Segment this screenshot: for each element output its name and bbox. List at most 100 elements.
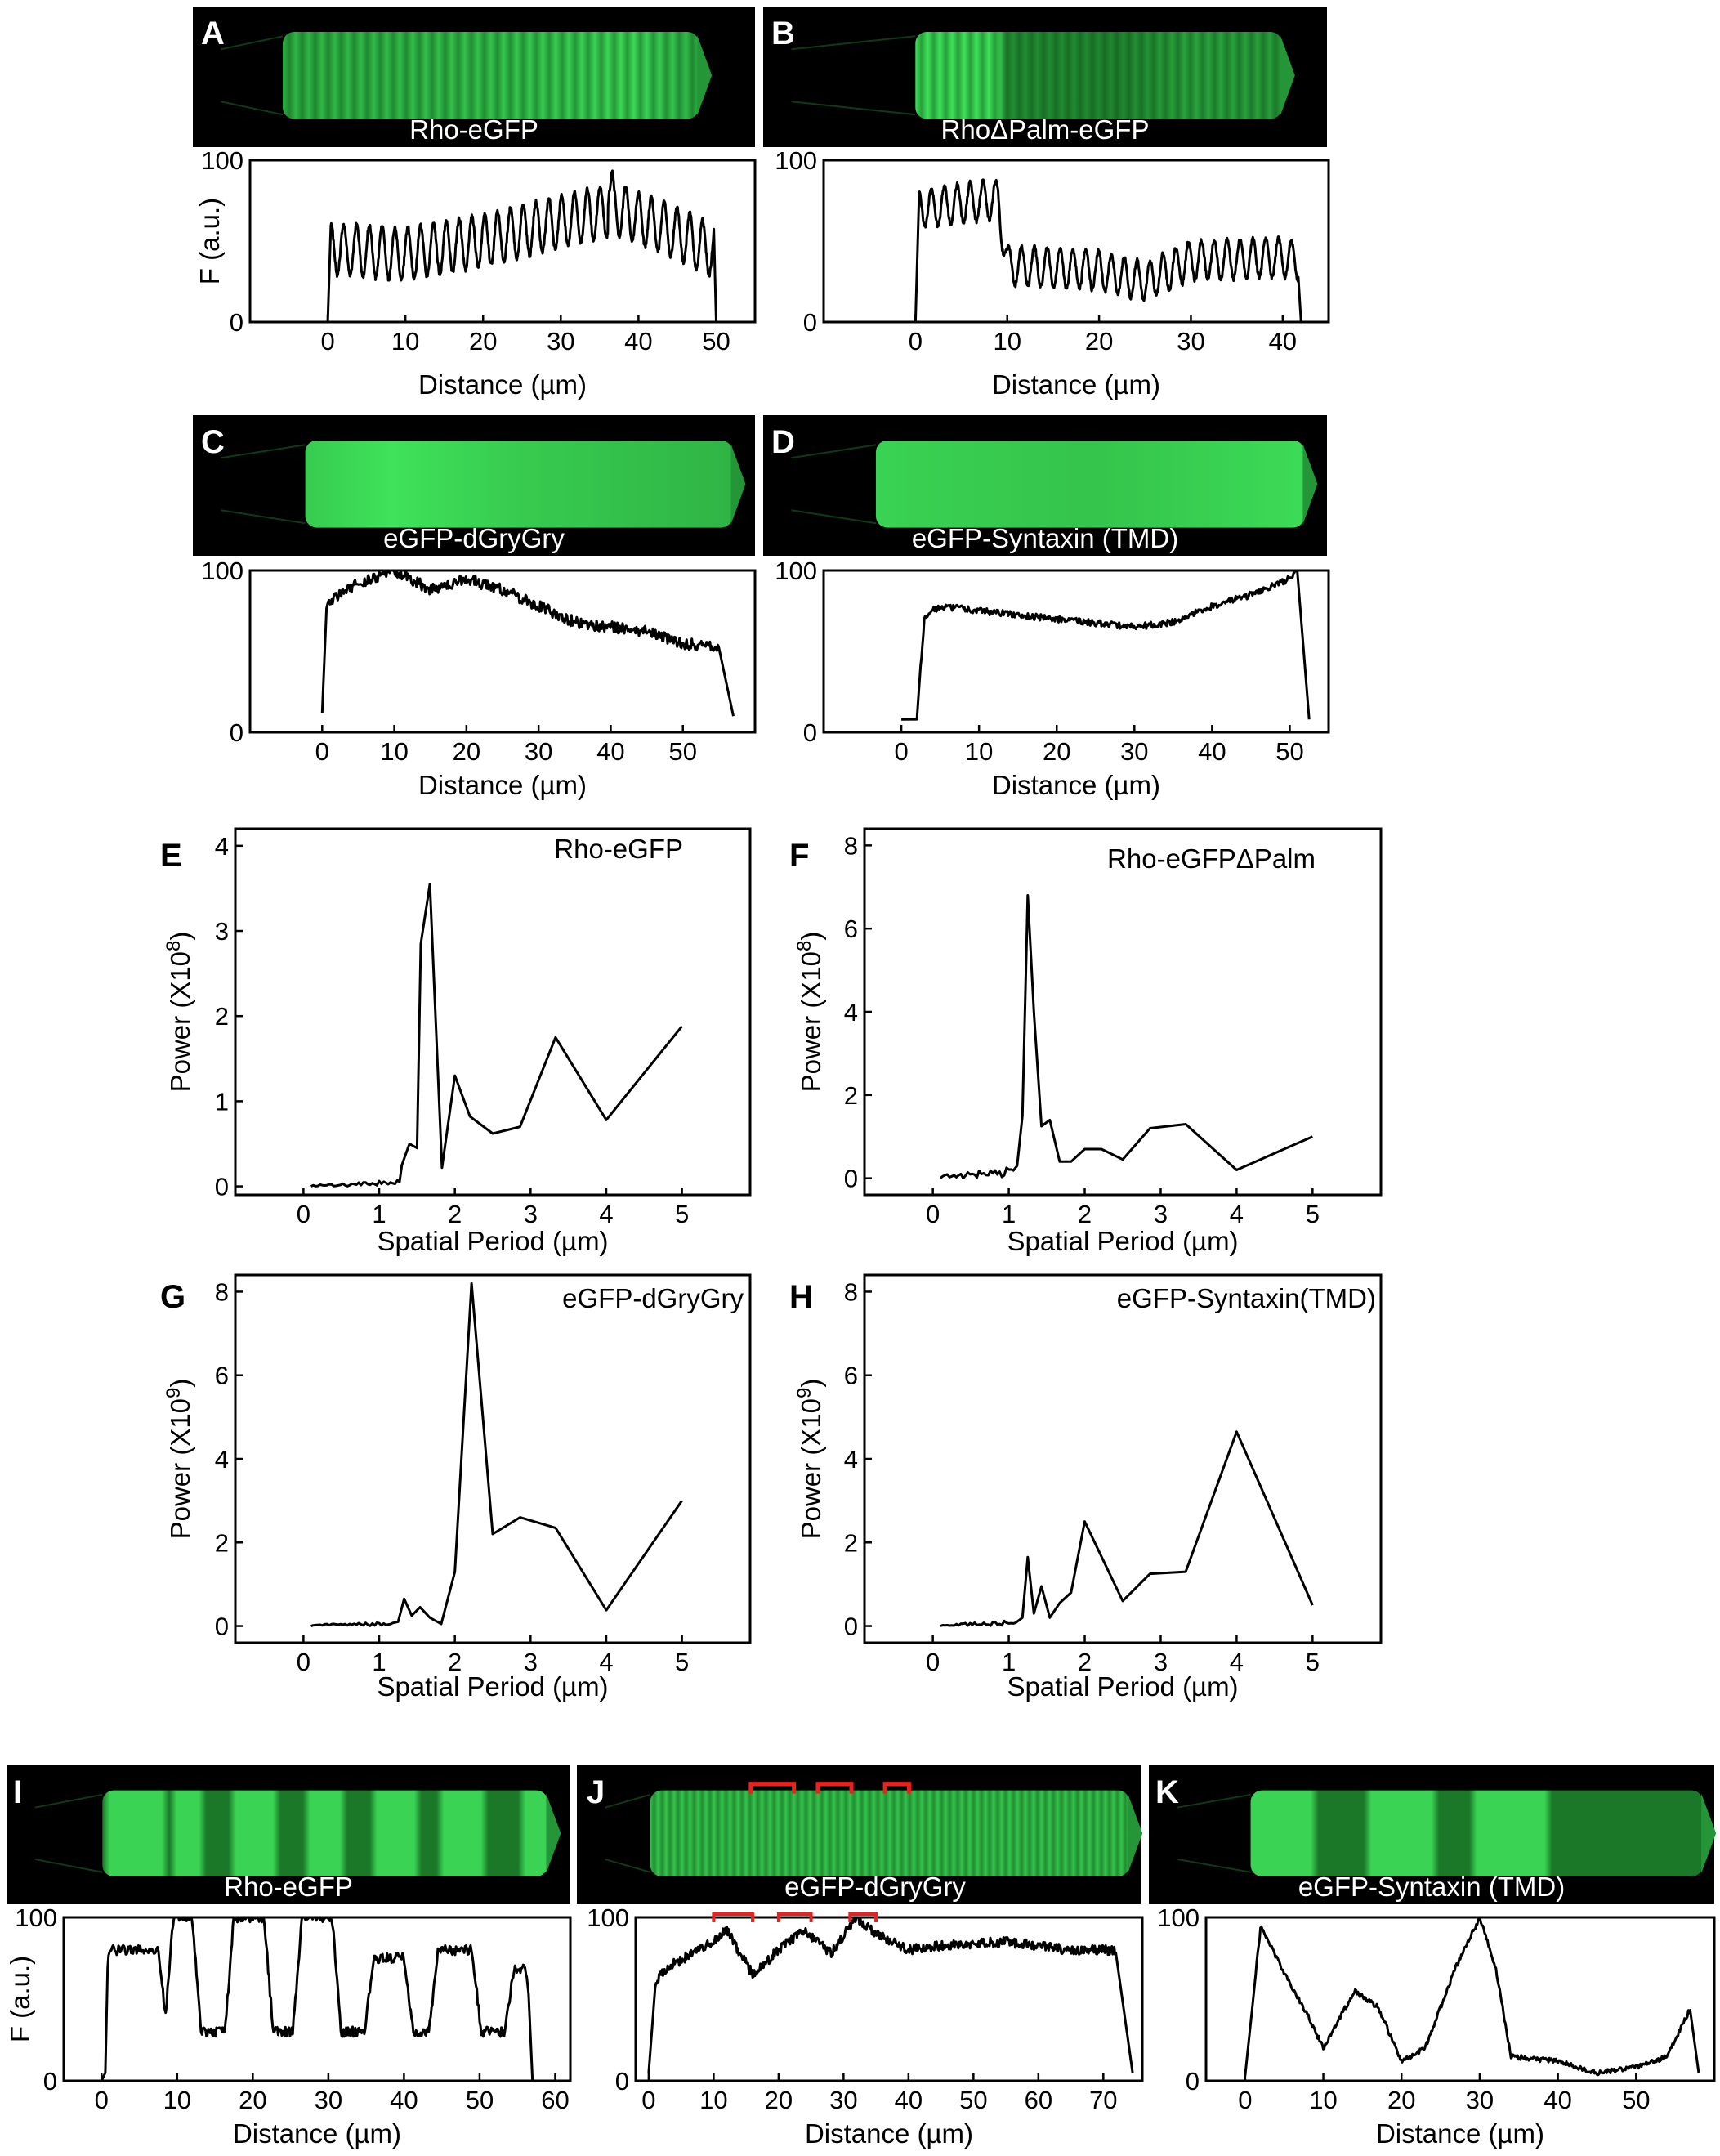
x-tick-label: 4: [599, 1200, 613, 1228]
y-tick-label: 4: [215, 1445, 229, 1474]
plot-frame: [634, 1916, 1144, 2082]
x-tick-label: 50: [1275, 737, 1303, 766]
data-series-line: [100, 1916, 534, 2082]
x-tick-label: 5: [1306, 1200, 1320, 1228]
x-tick-label: 30: [315, 2086, 342, 2114]
x-tick-label: 0: [926, 1648, 940, 1676]
x-axis-label: Distance (µm): [805, 2118, 973, 2149]
x-tick-label: 40: [1269, 327, 1297, 356]
x-tick-label: 40: [596, 737, 624, 766]
y-axis-label: Power (X108): [163, 932, 195, 1093]
x-tick-label: 50: [702, 327, 730, 356]
x-tick-label: 30: [547, 327, 574, 356]
fluorescent-cell: [1250, 1790, 1704, 1876]
x-tick-label: 0: [1238, 2086, 1252, 2114]
period-bracket: [776, 1912, 813, 1922]
x-tick-label: 10: [993, 327, 1021, 356]
x-tick-label: 10: [965, 737, 993, 766]
cell-tip: [1302, 443, 1318, 525]
x-tick-label: 4: [1230, 1648, 1244, 1676]
x-tick-label: 40: [895, 2086, 923, 2114]
x-tick-label: 50: [959, 2086, 987, 2114]
x-tick-label: 3: [1154, 1648, 1168, 1676]
fluorescent-cell: [876, 440, 1305, 528]
cell-outline: [221, 444, 306, 525]
x-tick-label: 30: [829, 2086, 857, 2114]
y-tick-label: 4: [844, 998, 858, 1027]
period-bracket: [712, 1912, 755, 1922]
panel-letter: C: [201, 424, 225, 460]
y-tick-label: 0: [844, 1613, 858, 1641]
plot-frame: [248, 569, 757, 734]
micrograph-label: eGFP-Syntaxin (TMD): [912, 523, 1178, 553]
micrograph-label: eGFP-dGryGry: [383, 523, 565, 553]
data-series-line: [310, 883, 683, 1188]
micrograph-label: Rho-eGFP: [409, 114, 538, 145]
x-tick-label: 5: [675, 1200, 689, 1228]
cell-tip: [546, 1793, 561, 1873]
y-tick-label: 0: [215, 1613, 229, 1641]
y-tick-label: 1: [215, 1087, 229, 1116]
cell-tip: [1128, 1793, 1143, 1873]
y-tick-label: 4: [215, 832, 229, 861]
data-series-line: [939, 894, 1314, 1180]
micrograph-label: eGFP-dGryGry: [784, 1872, 966, 1902]
x-tick-label: 30: [1120, 737, 1148, 766]
x-tick-label: 0: [926, 1200, 940, 1228]
x-tick-label: 1: [372, 1648, 386, 1676]
micrograph-label: eGFP-Syntaxin (TMD): [1298, 1872, 1565, 1902]
x-tick-label: 0: [641, 2086, 655, 2114]
fluorescent-cell: [283, 31, 699, 119]
panel-letter: J: [587, 1774, 605, 1810]
data-series-line: [940, 1430, 1314, 1627]
x-tick-label: 60: [541, 2086, 569, 2114]
x-tick-label: 20: [453, 737, 480, 766]
plot-frame: [62, 1916, 572, 2082]
data-series-line: [326, 169, 717, 323]
panel-letter: E: [160, 838, 182, 874]
panel-k: eGFP-Syntaxin (TMD) 0 10 20 30 40 50 0 100 Distan…: [1149, 1765, 1717, 2149]
y-tick-label: 100: [201, 146, 243, 175]
data-series-line: [320, 569, 735, 717]
cell-tip: [1280, 34, 1295, 116]
x-axis-label: Spatial Period (µm): [1007, 1671, 1238, 1702]
panel-letter: A: [201, 16, 225, 51]
chart-title: eGFP-dGryGry: [562, 1283, 744, 1313]
x-axis-label: Distance (µm): [418, 369, 587, 400]
x-tick-label: 20: [1387, 2086, 1415, 2114]
panel-letter: G: [160, 1279, 185, 1315]
x-tick-label: 30: [1177, 327, 1204, 356]
x-tick-label: 0: [320, 327, 334, 356]
fluorescent-cell: [650, 1790, 1130, 1876]
y-tick-label: 100: [15, 1903, 57, 1932]
x-tick-label: 0: [297, 1200, 310, 1228]
x-axis-label: Distance (µm): [1376, 2118, 1544, 2149]
x-tick-label: 3: [1154, 1200, 1168, 1228]
y-tick-label: 8: [215, 1277, 229, 1306]
y-tick-label: 3: [215, 917, 229, 946]
x-tick-label: 10: [699, 2086, 727, 2114]
y-tick-label: 100: [775, 557, 817, 585]
y-tick-label: 4: [844, 1445, 858, 1474]
x-tick-label: 70: [1089, 2086, 1117, 2114]
y-tick-label: 2: [215, 1528, 229, 1557]
x-tick-label: 20: [1043, 737, 1070, 766]
x-tick-label: 50: [668, 737, 696, 766]
x-tick-label: 60: [1025, 2086, 1052, 2114]
period-bracket: [882, 1782, 911, 1794]
y-tick-label: 6: [844, 915, 858, 943]
y-tick-label: 0: [43, 2067, 57, 2096]
panel-f: 0 1 2 3 4 5 0 2 4 6 8 Spatial Period (µm) Power (X10…: [789, 827, 1383, 1256]
x-tick-label: 2: [448, 1200, 462, 1228]
y-tick-label: 0: [1186, 2067, 1200, 2096]
y-tick-label: 100: [775, 146, 817, 175]
y-tick-label: 2: [844, 1081, 858, 1110]
x-tick-label: 20: [765, 2086, 793, 2114]
panel-g: 0 1 2 3 4 5 0 2 4 6 8 Spatial Period (µm) Power (X10…: [160, 1273, 752, 1702]
panel-h: 0 1 2 3 4 5 0 2 4 6 8 Spatial Period (µm) Power (X10…: [789, 1273, 1383, 1702]
data-series-line: [310, 1282, 683, 1627]
y-tick-label: 0: [803, 718, 817, 747]
cell-tip: [730, 443, 746, 525]
